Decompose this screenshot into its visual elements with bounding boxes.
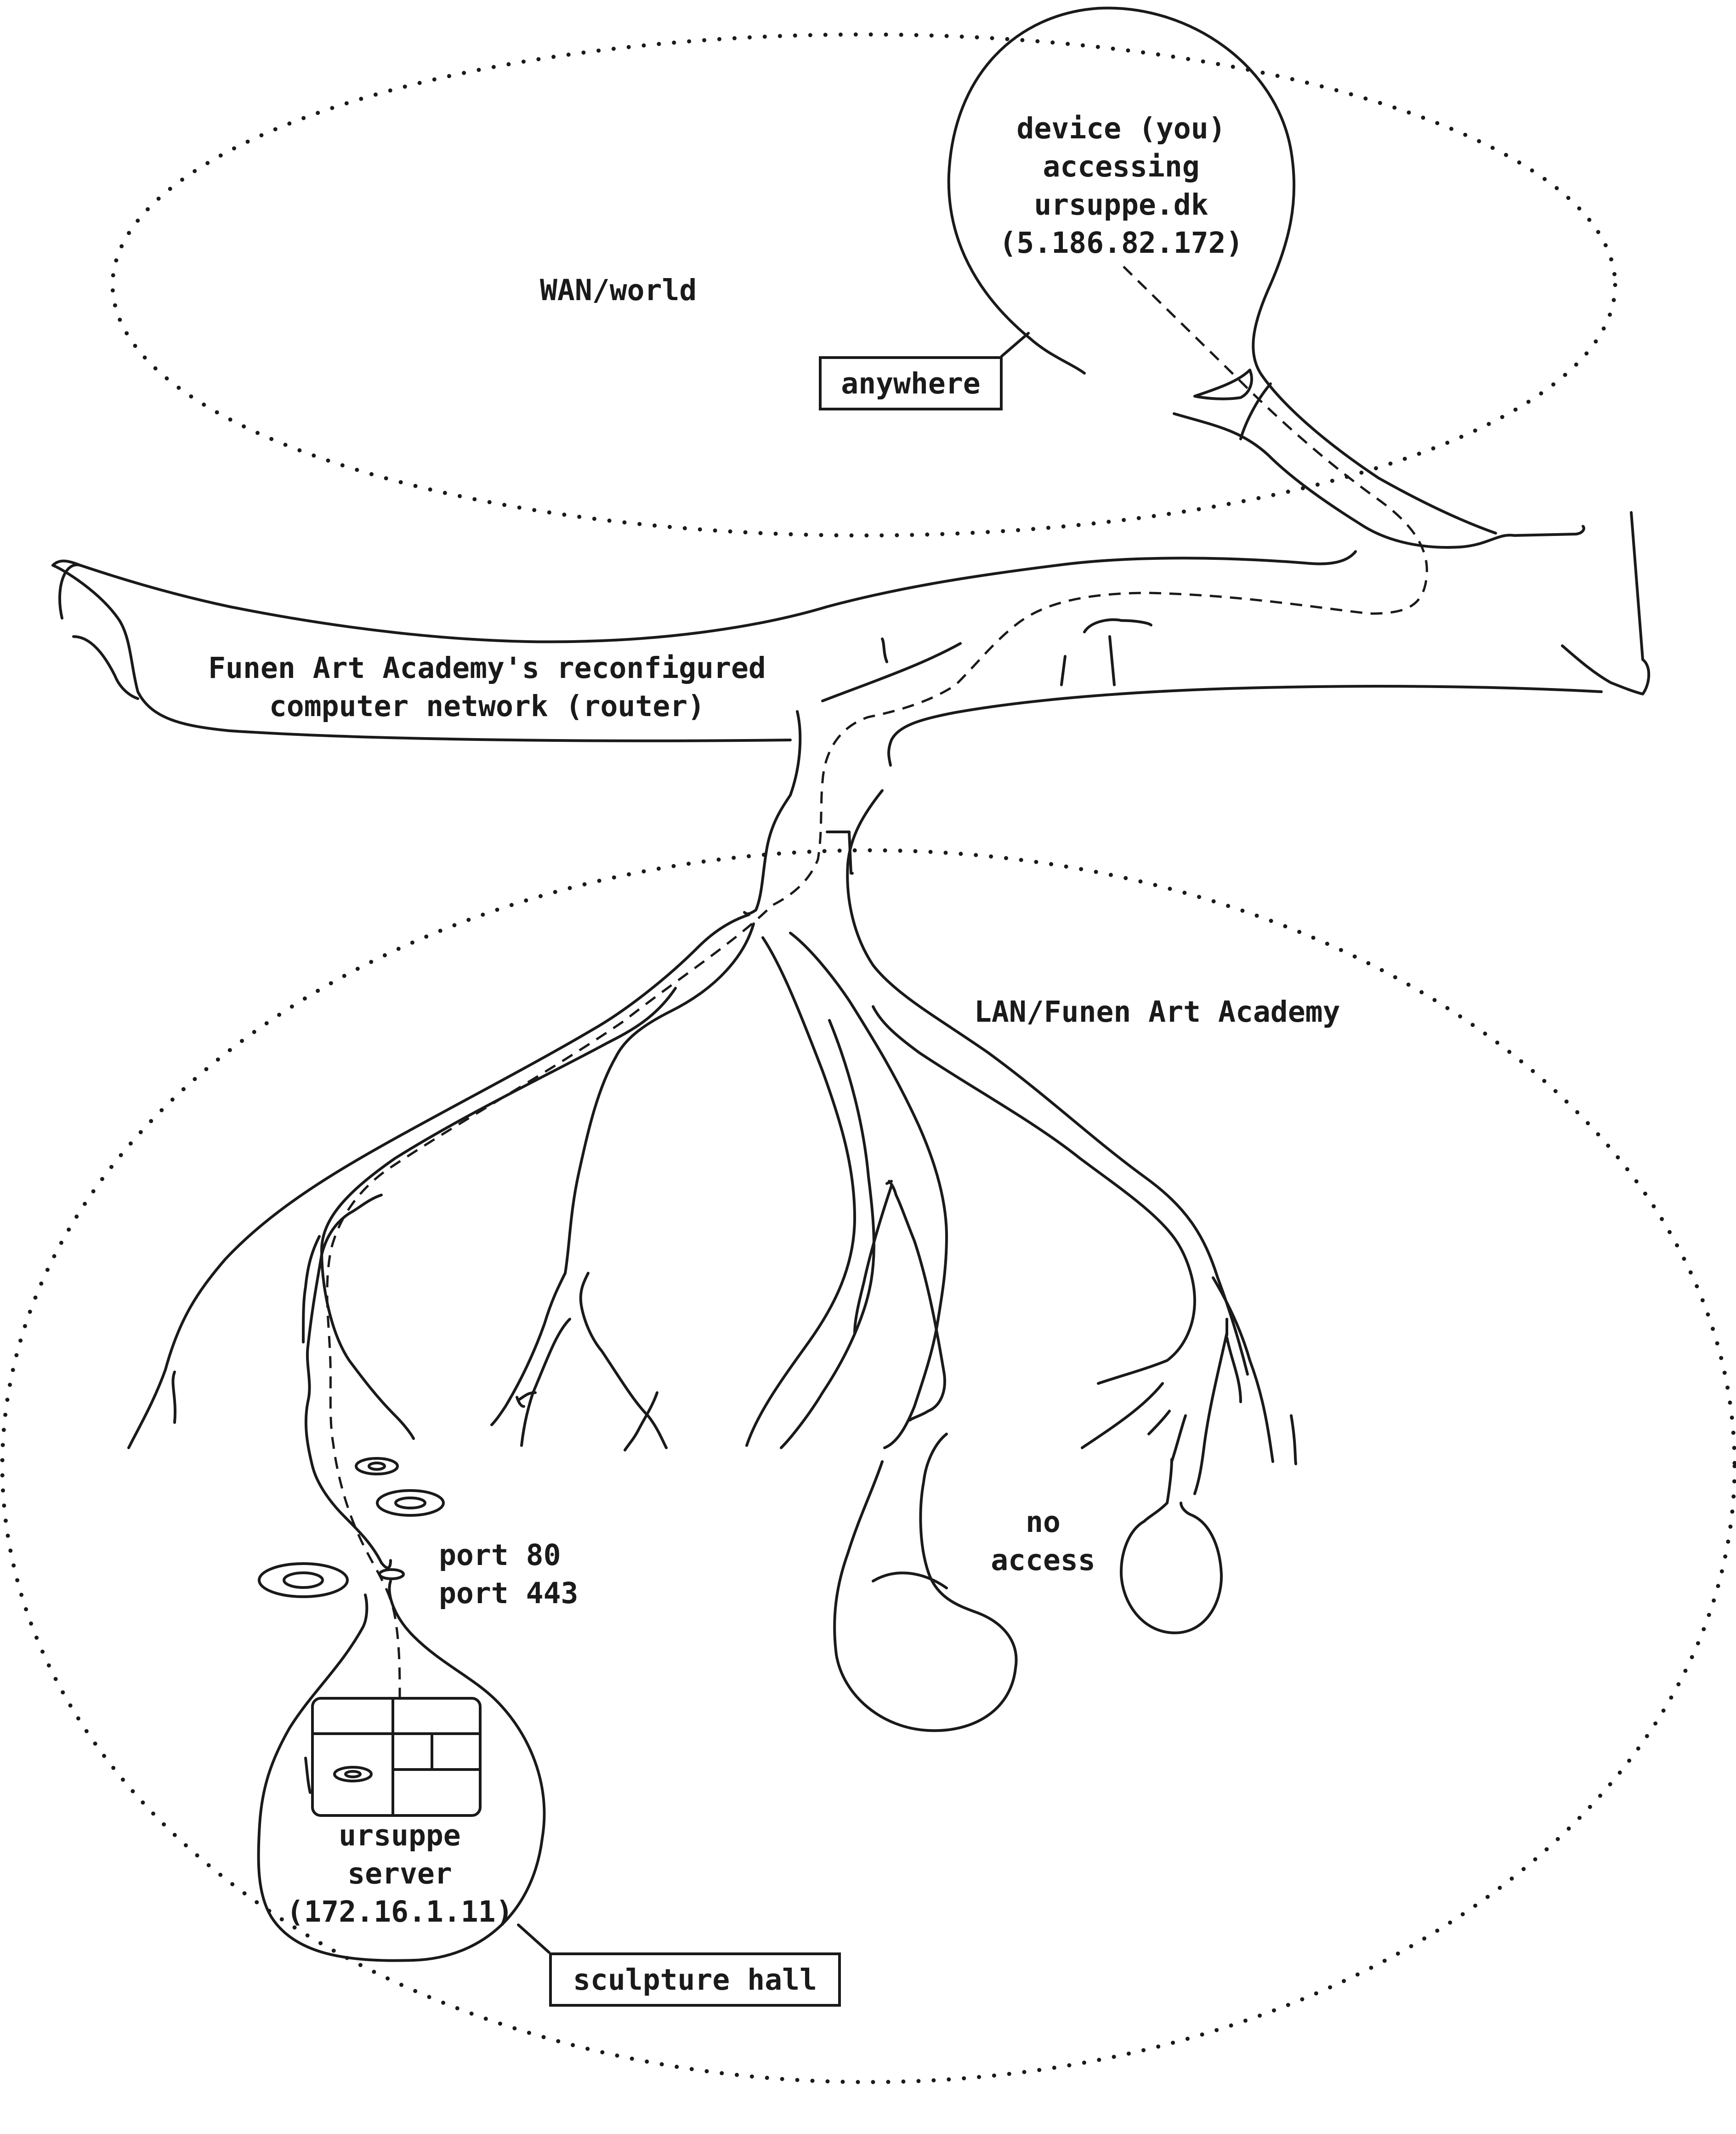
lan-zone-label: LAN/Funen Art Academy [974, 993, 1340, 1031]
port-connector-icon [378, 1568, 405, 1580]
no-access-line-2: access [991, 1543, 1095, 1577]
lan-zone-boundary [0, 848, 1736, 2084]
server-label: ursuppe server (172.16.1.11) [276, 1816, 524, 1931]
lan-branches [127, 913, 948, 1451]
device-bulb [947, 6, 1585, 549]
no-access-line-1: no [1026, 1505, 1061, 1539]
sculpture-hall-tag-text: sculpture hall [573, 1963, 817, 1997]
router-trunk [51, 511, 1651, 1376]
router-label-line-1: Funen Art Academy's reconfigured [208, 651, 766, 685]
server-label-line-2: server [347, 1857, 452, 1890]
anywhere-tag-text: anywhere [841, 366, 981, 400]
connection-path [326, 266, 1428, 1699]
anywhere-tag: anywhere [819, 356, 1003, 410]
device-label-line-3: ursuppe.dk [1034, 188, 1208, 222]
port-443-text: port 443 [439, 1576, 579, 1610]
wan-label-text: WAN/world [540, 273, 697, 307]
router-label: Funen Art Academy's reconfigured compute… [193, 649, 781, 725]
port-ring-3-icon [258, 1562, 349, 1598]
sculpture-hall-connector [517, 1923, 550, 1954]
port-ring-1-icon [355, 1457, 399, 1475]
ports-label: port 80 port 443 [439, 1536, 578, 1612]
wan-zone-label: WAN/world [540, 271, 697, 309]
no-access-branches [833, 1005, 1297, 1732]
anywhere-connector [1000, 332, 1030, 358]
device-label-line-2: accessing [1043, 150, 1200, 183]
device-label-line-4: (5.186.82.172) [999, 226, 1243, 260]
server-branch [257, 1194, 550, 1962]
sculpture-hall-tag: sculpture hall [549, 1952, 841, 2007]
port-80-text: port 80 [439, 1538, 561, 1572]
server-icon [311, 1697, 482, 1817]
router-label-line-2: computer network (router) [269, 689, 705, 723]
no-access-label: no access [979, 1503, 1107, 1579]
device-label: device (you) accessing ursuppe.dk (5.186… [988, 109, 1254, 262]
server-label-line-3: (172.16.1.11) [286, 1895, 513, 1929]
device-label-line-1: device (you) [1016, 112, 1226, 145]
lan-label-text: LAN/Funen Art Academy [974, 995, 1340, 1029]
port-ring-2-icon [376, 1489, 445, 1517]
server-label-line-1: ursuppe [339, 1819, 461, 1852]
wan-zone-boundary [110, 32, 1617, 538]
